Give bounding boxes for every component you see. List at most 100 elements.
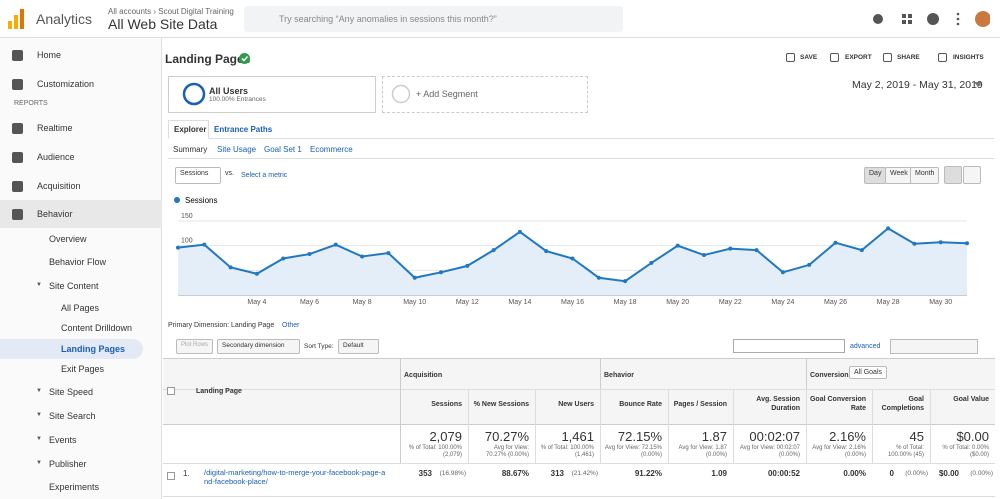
- sidebar-item[interactable]: Experiments: [49, 482, 100, 492]
- tab[interactable]: Explorer: [174, 125, 207, 134]
- goal-select[interactable]: All Goals: [849, 366, 888, 379]
- advanced-link[interactable]: advanced: [850, 343, 881, 350]
- column-header[interactable]: Bounce Rate: [619, 401, 662, 408]
- column-header[interactable]: Pages / Session: [673, 401, 727, 408]
- sidebar-item[interactable]: Home: [37, 50, 62, 60]
- sidebar-item[interactable]: Site Speed: [49, 387, 94, 397]
- period-button[interactable]: Month: [910, 167, 940, 184]
- sidebar-item[interactable]: Publisher: [49, 459, 87, 469]
- subtab[interactable]: Goal Set 1: [264, 145, 302, 154]
- column-header[interactable]: Sessions: [431, 401, 462, 408]
- active-item: [0, 339, 143, 359]
- y-tick-label: 150: [181, 213, 193, 220]
- total-value: $0.00: [956, 429, 989, 444]
- sidebar-icon: [12, 123, 23, 134]
- sidebar-item[interactable]: Audience: [37, 152, 75, 162]
- point: [833, 240, 838, 245]
- period: Month: [915, 170, 935, 177]
- sidebar-item[interactable]: Behavior: [37, 209, 73, 219]
- sidebar-item[interactable]: Site Search: [49, 411, 96, 421]
- table-search[interactable]: [733, 339, 845, 353]
- subtab[interactable]: Summary: [173, 145, 208, 154]
- table-line: [872, 389, 873, 463]
- tab[interactable]: Entrance Paths: [214, 125, 273, 134]
- sort-value: Default: [343, 342, 364, 349]
- total-detail: Avg for View: 2.16% (0.00%): [812, 445, 866, 458]
- action[interactable]: INSIGHTS: [953, 54, 984, 61]
- expand-arrow: ▼: [36, 460, 42, 466]
- select-metric[interactable]: Select a metric: [241, 172, 288, 179]
- sidebar-item[interactable]: Exit Pages: [61, 364, 105, 374]
- table-line: [468, 389, 469, 463]
- breadcrumb[interactable]: All accounts › Scout Digital Training: [108, 7, 234, 16]
- secondary-label: Secondary dimension: [222, 342, 285, 349]
- other-dimension[interactable]: Other: [282, 322, 300, 329]
- period-button[interactable]: Week: [885, 167, 913, 184]
- primary-label: Primary Dimension:: [168, 322, 230, 329]
- plot-rows[interactable]: Plot Rows: [176, 339, 214, 354]
- secondary-select[interactable]: Secondary dimension: [217, 339, 300, 354]
- sidebar-item: REPORTS: [14, 100, 48, 107]
- column-header[interactable]: Landing Page: [196, 388, 242, 395]
- row-value: 0: [889, 469, 894, 478]
- chart-type-line[interactable]: [944, 166, 962, 184]
- view-name[interactable]: All Web Site Data: [108, 16, 218, 32]
- action[interactable]: SAVE: [800, 54, 818, 61]
- action[interactable]: EXPORT: [845, 54, 872, 61]
- sidebar-icon: [12, 181, 23, 192]
- view-toggles[interactable]: [890, 339, 978, 354]
- period-button[interactable]: Day: [864, 167, 887, 184]
- action-icon[interactable]: [786, 53, 795, 62]
- report-title: Landing Pages: [165, 52, 251, 66]
- column-header[interactable]: % New Sessions: [473, 401, 529, 408]
- row-page[interactable]: /digital-marketing/how-to-merge-your-fac…: [204, 468, 386, 486]
- primary-dimension: Landing Page: [231, 322, 275, 329]
- y-tick-label: 100: [181, 238, 193, 245]
- sidebar-item[interactable]: All Pages: [61, 303, 100, 313]
- column-header[interactable]: Avg. Session Duration: [756, 396, 800, 412]
- point: [886, 226, 891, 231]
- sort-select[interactable]: Default: [338, 339, 379, 354]
- action-icon[interactable]: [883, 53, 892, 62]
- add-segment[interactable]: + Add Segment: [416, 89, 478, 99]
- action-icon[interactable]: [938, 53, 947, 62]
- sidebar-item[interactable]: Overview: [49, 234, 87, 244]
- total-detail: % of Total: 100.00% (1,461): [540, 445, 594, 458]
- sidebar-item[interactable]: Site Content: [49, 281, 99, 291]
- sidebar-item[interactable]: Behavior Flow: [49, 257, 107, 267]
- sidebar-item[interactable]: Content Drilldown: [61, 323, 133, 333]
- legend: Sessions: [185, 196, 217, 205]
- point: [307, 252, 312, 257]
- sidebar-icon: [12, 79, 23, 90]
- column-header[interactable]: Goal Conversion Rate: [809, 396, 866, 412]
- chart-type-motion[interactable]: [963, 166, 981, 184]
- subtab[interactable]: Site Usage: [217, 145, 257, 154]
- x-tick-label: May 30: [929, 299, 952, 306]
- x-tick-label: May 24: [771, 299, 794, 306]
- top-icons[interactable]: [870, 11, 990, 29]
- sidebar-item[interactable]: Realtime: [37, 123, 73, 133]
- column-header[interactable]: Goal Value: [953, 396, 989, 403]
- search-box[interactable]: [244, 6, 623, 32]
- action[interactable]: SHARE: [897, 54, 920, 61]
- sidebar-item[interactable]: Landing Pages: [61, 344, 126, 354]
- sidebar-item[interactable]: Customization: [37, 79, 95, 89]
- metric-select[interactable]: Sessions: [175, 167, 221, 184]
- add-segment-box[interactable]: [382, 76, 588, 113]
- action-icon[interactable]: [830, 53, 839, 62]
- sidebar-item[interactable]: Events: [49, 435, 77, 445]
- x-tick-label: May 18: [614, 299, 637, 306]
- period: Week: [890, 170, 908, 177]
- subtab-line: [168, 158, 994, 159]
- table-line: [163, 463, 995, 464]
- x-tick-label: May 4: [247, 299, 266, 306]
- point: [965, 241, 969, 246]
- subtab[interactable]: Ecommerce: [310, 145, 353, 154]
- sidebar-icon: [12, 152, 23, 163]
- date-range[interactable]: May 2, 2019 - May 31, 2019: [852, 79, 983, 91]
- sidebar-item[interactable]: Acquisition: [37, 181, 81, 191]
- point: [675, 243, 680, 248]
- column-header[interactable]: Goal Completions: [881, 396, 924, 412]
- segment-box[interactable]: [168, 76, 376, 113]
- column-header[interactable]: New Users: [558, 401, 594, 408]
